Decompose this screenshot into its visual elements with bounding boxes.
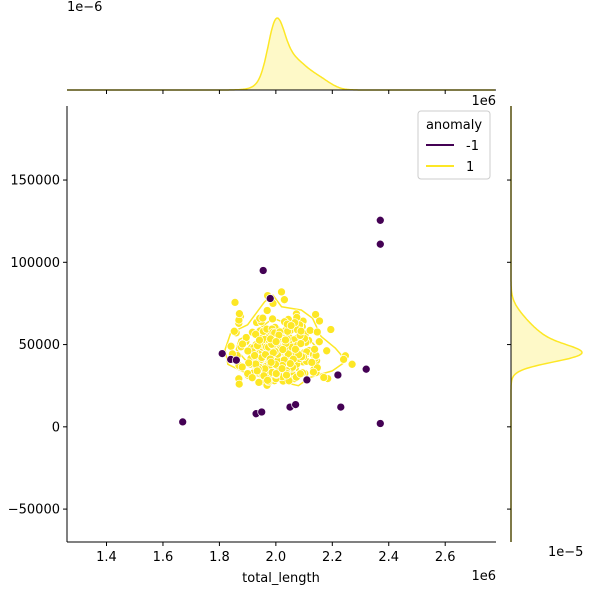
scatter-point-anomaly xyxy=(257,407,267,417)
legend-entry-anomaly: -1 xyxy=(466,139,479,154)
scatter-point-anomaly xyxy=(258,266,268,275)
scatter-point-normal xyxy=(277,287,286,297)
scatter-point-normal xyxy=(285,359,295,368)
scatter-point-anomaly xyxy=(302,375,312,385)
scatter-point-normal xyxy=(258,313,268,323)
scatter-point-anomaly xyxy=(231,355,241,365)
y-tick-label: 0 xyxy=(52,420,60,435)
top-x-scale-label: 1e6 xyxy=(471,94,496,109)
scatter-point-normal xyxy=(291,344,300,354)
scatter-point-normal xyxy=(262,306,272,315)
right-marginal: 1e−5 xyxy=(507,106,583,560)
scatter-point-normal xyxy=(296,339,306,348)
scatter-point-normal xyxy=(244,358,254,368)
scatter-point-normal xyxy=(238,339,247,349)
legend-title: anomaly xyxy=(426,118,482,133)
y-tick-label: 50000 xyxy=(19,338,60,353)
scatter-point-normal xyxy=(281,335,290,345)
x-axis-scale-label: 1e6 xyxy=(471,569,496,584)
scatter-point-normal xyxy=(250,351,259,360)
x-axis-ticks: 1.4 1.6 1.8 2.0 2.2 2.4 2.6 xyxy=(96,542,456,565)
scatter-point-normal xyxy=(314,337,324,347)
scatter-point-normal xyxy=(296,326,306,336)
scatter-point-normal xyxy=(310,344,319,354)
scatter-point-anomaly xyxy=(375,239,385,249)
scatter-point-anomaly xyxy=(336,402,346,412)
right-marginal-ticks xyxy=(507,179,511,510)
scatter-point-normal xyxy=(271,337,281,347)
scatter-point-anomaly xyxy=(265,294,275,303)
scatter-point-normal xyxy=(305,326,315,335)
scatter-point-anomaly xyxy=(375,419,385,428)
scatter-point-normal xyxy=(263,375,272,385)
legend-entry-normal: 1 xyxy=(466,160,474,175)
main-plot: 1.4 1.6 1.8 2.0 2.2 2.4 2.6 −50000 0 50000 100000… xyxy=(8,106,496,586)
y-tick-label: 100000 xyxy=(10,256,60,271)
scatter-point-normal xyxy=(282,370,291,380)
scatter-point-normal xyxy=(280,295,289,305)
scatter-point-normal xyxy=(230,298,240,307)
top-marginal-density-fill xyxy=(67,18,496,90)
scatter-point-normal xyxy=(266,357,276,367)
scatter-point-normal xyxy=(255,335,264,345)
scatter-point-anomaly xyxy=(361,364,371,374)
scatter-point-anomaly xyxy=(178,417,188,427)
scatter-point-normal xyxy=(229,326,239,336)
scatter-point-normal xyxy=(226,341,236,351)
scatter-point-normal xyxy=(315,316,324,326)
scatter-point-normal xyxy=(347,359,357,369)
scatter-point-normal xyxy=(237,362,247,372)
scatter-point-normal xyxy=(234,379,244,389)
scatter-point-anomaly xyxy=(291,400,300,409)
scatter-point-anomaly xyxy=(333,370,343,380)
scatter-point-normal xyxy=(278,345,288,354)
scatter-point-normal xyxy=(271,369,281,378)
top-marginal: 1e−6 1e6 xyxy=(67,0,496,109)
scatter-point-normal xyxy=(252,366,262,376)
top-density-scale-label: 1e−6 xyxy=(67,0,102,15)
y-tick-label: 150000 xyxy=(10,174,60,189)
y-tick-label: −50000 xyxy=(8,503,60,518)
right-marginal-density-fill xyxy=(511,106,582,542)
scatter-point-normal xyxy=(277,364,287,373)
scatter-point-normal xyxy=(286,321,296,330)
scatter-point-normal xyxy=(268,314,277,324)
right-density-scale-label: 1e−5 xyxy=(548,545,583,560)
scatter-point-normal xyxy=(319,373,329,382)
series-anomaly-points xyxy=(178,215,385,428)
scatter-point-normal xyxy=(254,378,264,387)
scatter-point-normal xyxy=(339,355,348,364)
x-tick-label: 1.8 xyxy=(209,550,230,565)
scatter-point-normal xyxy=(312,327,322,337)
x-tick-label: 2.2 xyxy=(322,550,343,565)
top-marginal-ticks xyxy=(106,90,446,94)
scatter-point-normal xyxy=(311,310,320,319)
scatter-point-anomaly xyxy=(217,349,227,358)
scatter-point-normal xyxy=(309,367,318,377)
x-tick-label: 1.4 xyxy=(96,550,117,565)
y-axis-ticks: −50000 0 50000 100000 150000 xyxy=(8,174,67,518)
x-tick-label: 2.4 xyxy=(378,550,399,565)
scatter-point-normal xyxy=(322,346,332,356)
scatter-point-normal xyxy=(307,358,317,367)
scatter-point-normal xyxy=(235,309,244,319)
x-tick-label: 1.6 xyxy=(153,550,174,565)
scatter-point-normal xyxy=(247,373,257,383)
x-axis-label: total_length xyxy=(242,571,320,586)
legend: anomaly -1 1 xyxy=(417,110,491,180)
series-normal-points xyxy=(226,287,357,390)
x-tick-label: 2.0 xyxy=(266,550,287,565)
scatter-point-normal xyxy=(243,346,253,356)
x-tick-label: 2.6 xyxy=(435,550,456,565)
scatter-point-normal xyxy=(326,325,336,334)
scatter-point-anomaly xyxy=(375,215,385,225)
scatter-point-normal xyxy=(241,333,251,342)
scatter-point-normal xyxy=(296,369,305,379)
